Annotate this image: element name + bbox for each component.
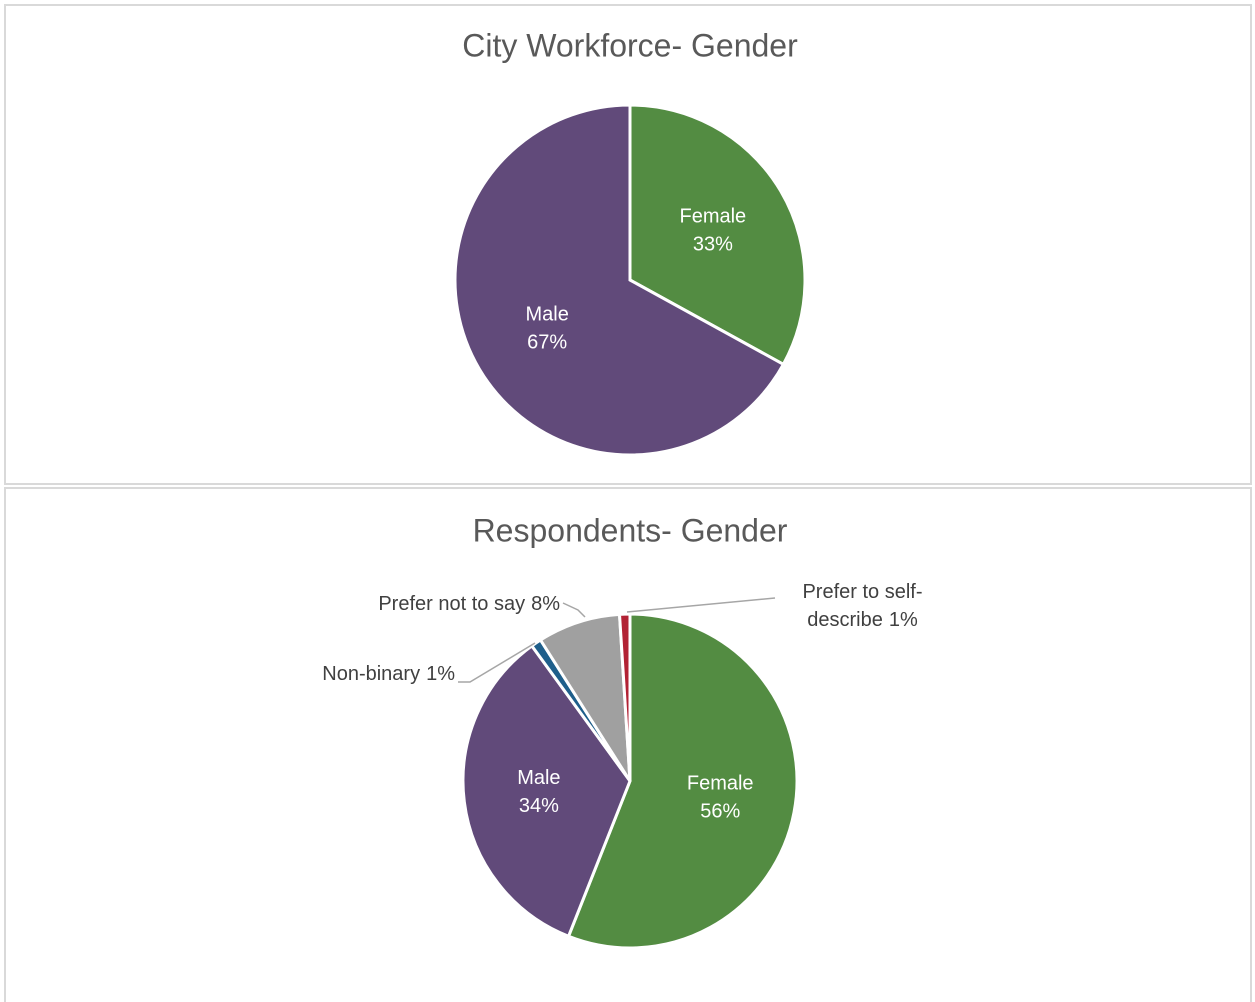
leader-line <box>562 602 586 618</box>
pie-slice <box>461 643 632 939</box>
category-label: Prefer to self-describe <box>802 581 923 631</box>
slice-value-label: 33% <box>693 233 733 255</box>
slice-label: Female <box>687 772 754 794</box>
value-label: 1% <box>426 663 455 685</box>
slice-label: Prefer to self-describe 1% <box>780 578 945 634</box>
value-label: 1% <box>888 609 918 631</box>
value-label: 8% <box>531 593 560 615</box>
slice-label-box: Prefer not to say 8% <box>300 590 560 618</box>
chart-title: Respondents- Gender <box>473 512 788 548</box>
slice-label: Female <box>679 205 746 227</box>
pie-slice <box>617 612 632 782</box>
slice-label: Prefer not to say 8% <box>300 590 560 618</box>
pie-slice <box>628 103 807 367</box>
slice-value-label: 56% <box>700 800 740 822</box>
leader-line <box>458 642 536 683</box>
category-label: Prefer not to say <box>378 593 526 615</box>
slice-label-box: Non-binary 1% <box>255 660 455 688</box>
pie-slice <box>453 103 786 457</box>
chart-title: City Workforce- Gender <box>462 27 798 63</box>
pie-slice <box>566 612 799 950</box>
slice-label: Male <box>517 767 560 789</box>
slice-value-label: 67% <box>527 331 567 353</box>
slice-label: Male <box>525 303 568 325</box>
slice-value-label: 34% <box>519 795 559 817</box>
slice-label-box: Prefer to self-describe 1% <box>780 578 945 634</box>
slice-label: Non-binary 1% <box>255 660 455 688</box>
category-label: Non-binary <box>322 663 421 685</box>
leader-line <box>626 597 776 613</box>
